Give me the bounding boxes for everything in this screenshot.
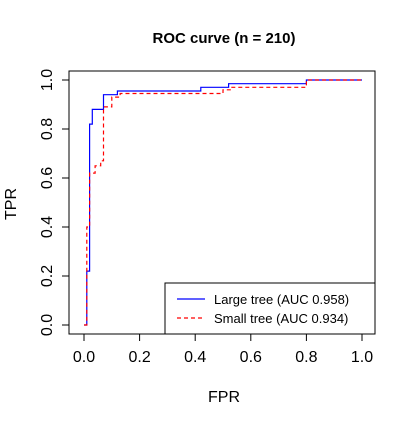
legend-label-large-tree: Large tree (AUC 0.958) <box>214 292 349 307</box>
y-tick-label: 0.0 <box>39 314 56 336</box>
x-tick-label: 1.0 <box>351 349 373 366</box>
series-line-large-tree <box>84 79 362 326</box>
y-tick-label: 0.4 <box>39 216 56 238</box>
x-tick-label: 0.2 <box>128 349 150 366</box>
y-tick-label: 0.8 <box>39 118 56 140</box>
y-tick-label: 0.6 <box>39 167 56 189</box>
x-tick-label: 0.6 <box>240 349 262 366</box>
legend: Large tree (AUC 0.958) Small tree (AUC 0… <box>164 282 376 335</box>
x-axis: 0.0 0.2 0.4 0.6 0.8 1.0 <box>73 333 373 366</box>
x-axis-title: FPR <box>208 389 240 406</box>
series-line-small-tree <box>84 79 362 326</box>
x-tick-label: 0.4 <box>184 349 206 366</box>
y-tick-label: 0.2 <box>39 265 56 287</box>
y-axis: 0.0 0.2 0.4 0.6 0.8 1.0 <box>39 69 70 336</box>
y-tick-label: 1.0 <box>39 69 56 91</box>
y-axis-title: TPR <box>3 188 20 220</box>
x-tick-label: 0.8 <box>295 349 317 366</box>
legend-box <box>164 282 376 335</box>
x-tick-label: 0.0 <box>73 349 95 366</box>
plot-lines <box>84 79 362 326</box>
chart-title: ROC curve (n = 210) <box>153 30 296 47</box>
legend-label-small-tree: Small tree (AUC 0.934) <box>214 311 348 326</box>
